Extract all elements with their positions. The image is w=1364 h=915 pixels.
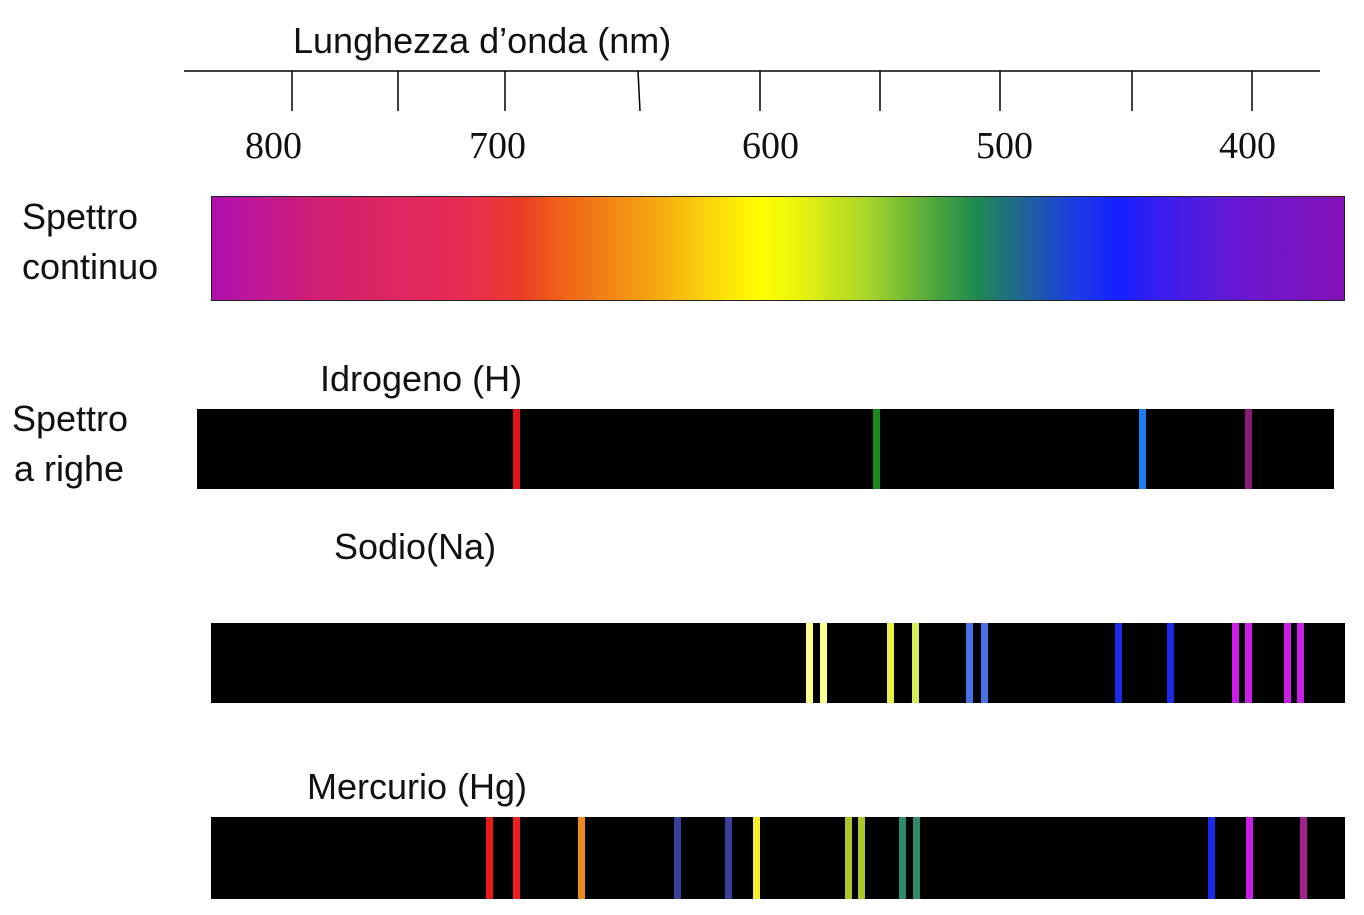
emission-line [966,623,974,703]
emission-line [512,409,520,489]
emission-line [806,623,814,703]
emission-line [912,817,920,899]
tick-label-500: 500 [976,125,1033,167]
mercury-label: Mercurio (Hg) [307,766,528,807]
line-spectra-label-line2: a righe [14,448,125,489]
continuous-label-line2: continuo [22,246,159,287]
emission-line [819,623,827,703]
emission-line [1245,409,1253,489]
emission-line [1283,623,1291,703]
emission-line [752,817,760,899]
wavelength-axis [184,70,1320,112]
emission-line [1231,623,1239,703]
emission-line [873,409,881,489]
sodium-spectrum-strip [211,623,1345,703]
emission-line [1114,623,1122,703]
emission-line [578,817,586,899]
emission-line [899,817,907,899]
continuous-label-line1: Spettro [22,196,139,237]
tick-label-400: 400 [1219,125,1276,167]
axis-title: Lunghezza d’onda (nm) [293,20,672,61]
emission-line [886,623,894,703]
sodium-label: Sodio(Na) [334,526,497,567]
emission-line [1297,623,1305,703]
emission-line [1207,817,1215,899]
emission-line [911,623,919,703]
emission-line [980,623,988,703]
emission-line [673,817,681,899]
emission-line [1139,409,1147,489]
emission-line [844,817,852,899]
emission-line [1246,817,1254,899]
mercury-spectrum-strip [211,817,1345,899]
line-spectra-label-line1: Spettro [12,398,129,439]
emission-line [486,817,494,899]
tick-label-700: 700 [469,125,526,167]
hydrogen-spectrum-strip [197,409,1334,489]
emission-line [512,817,520,899]
emission-line [724,817,732,899]
tick-label-600: 600 [742,125,799,167]
emission-line [858,817,866,899]
axis-tick [637,70,641,112]
emission-line [1166,623,1174,703]
hydrogen-label: Idrogeno (H) [320,358,523,399]
continuous-spectrum-bar [211,196,1345,301]
emission-line [1299,817,1307,899]
emission-line [1245,623,1253,703]
tick-label-800: 800 [245,125,302,167]
